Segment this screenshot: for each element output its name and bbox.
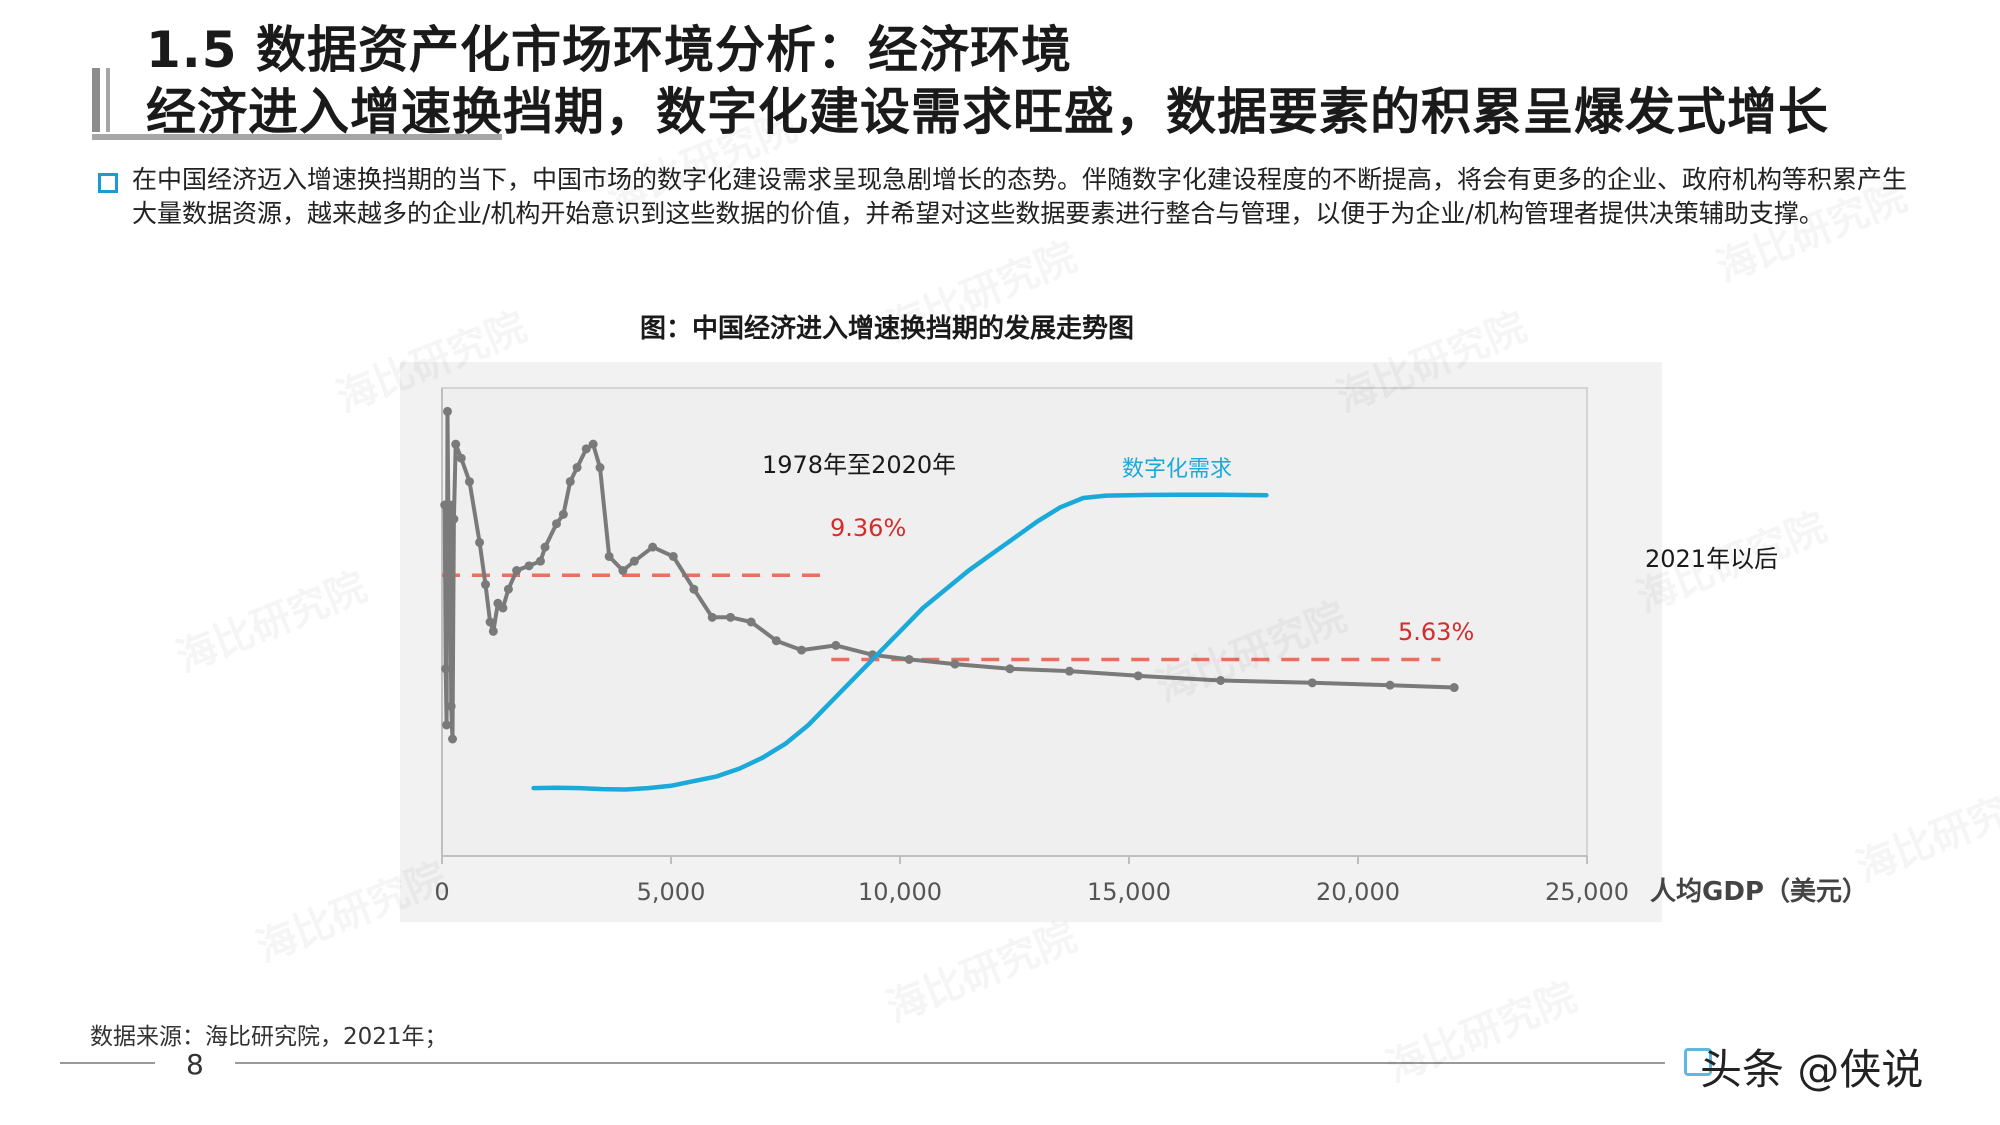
gdp-growth-point	[451, 439, 461, 449]
gdp-growth-point	[746, 617, 756, 627]
gdp-growth-point	[1449, 683, 1459, 693]
gdp-growth-point	[524, 561, 534, 571]
watermark: 海比研究院	[1376, 965, 1583, 1094]
chart-title: 图：中国经济进入增速换挡期的发展走势图	[640, 314, 1135, 344]
bullet-square-icon	[98, 173, 118, 193]
gdp-growth-point	[445, 500, 455, 510]
gdp-growth-point	[512, 566, 522, 576]
gdp-growth-point	[558, 509, 568, 519]
gdp-growth-point	[629, 556, 639, 566]
watermark: 海比研究院	[166, 555, 373, 684]
annotation-period-2: 2021年以后	[1645, 545, 1778, 573]
chart-container: 05,00010,00015,00020,00025,000人均GDP（美元）G…	[373, 310, 1900, 934]
gdp-growth-point	[797, 645, 807, 655]
page-title: 1.5 数据资产化市场环境分析：经济环境	[146, 21, 1072, 79]
x-tick-label: 10,000	[858, 878, 942, 906]
chart-svg: 05,00010,00015,00020,00025,000人均GDP（美元）G…	[373, 362, 1868, 922]
title-decoration	[92, 68, 100, 132]
gdp-growth-point	[1307, 678, 1317, 688]
annotation-rate-1: 9.36%	[830, 514, 906, 542]
x-tick-label: 0	[434, 878, 449, 906]
gdp-growth-point	[552, 519, 561, 529]
gdp-growth-point	[442, 720, 452, 730]
credit-label: 头条 @侠说	[1700, 1045, 1924, 1094]
x-tick-label: 15,000	[1087, 878, 1171, 906]
gdp-growth-point	[1005, 664, 1015, 674]
footer-divider-right	[235, 1062, 1665, 1064]
gdp-growth-point	[441, 664, 451, 674]
gdp-growth-point	[771, 636, 781, 646]
gdp-growth-point	[689, 584, 699, 594]
x-axis-label: 人均GDP（美元）	[1650, 876, 1868, 907]
gdp-growth-point	[831, 640, 841, 650]
page-number: 8	[186, 1048, 204, 1081]
gdp-growth-point	[707, 612, 717, 622]
gdp-growth-point	[535, 556, 545, 566]
gdp-growth-point	[572, 463, 582, 473]
gdp-growth-point	[950, 659, 960, 669]
gdp-growth-point	[442, 406, 452, 416]
gdp-growth-point	[475, 537, 485, 547]
gdp-growth-point	[581, 444, 591, 454]
gdp-growth-point	[1216, 676, 1226, 685]
gdp-growth-point	[1064, 666, 1074, 676]
gdp-growth-point	[595, 463, 605, 473]
annotation-rate-2: 5.63%	[1398, 618, 1474, 646]
gdp-growth-point	[618, 566, 628, 576]
x-tick-label: 5,000	[637, 878, 706, 906]
gdp-growth-point	[726, 612, 736, 622]
gdp-growth-point	[604, 551, 614, 561]
gdp-growth-point	[464, 477, 474, 487]
gdp-growth-point	[588, 439, 598, 449]
gdp-growth-point	[565, 477, 575, 487]
gdp-growth-point	[503, 584, 513, 594]
credit-logo-icon	[1684, 1048, 1712, 1076]
gdp-growth-point	[1385, 680, 1395, 690]
gdp-growth-point	[444, 580, 454, 590]
gdp-growth-point	[485, 617, 495, 627]
gdp-growth-point	[449, 514, 459, 524]
gdp-growth-point	[488, 626, 498, 636]
gdp-growth-point	[446, 701, 456, 711]
title-underline	[92, 134, 502, 140]
gdp-growth-point	[456, 453, 466, 463]
gdp-growth-point	[648, 542, 658, 552]
x-tick-label: 25,000	[1545, 878, 1629, 906]
gdp-growth-point	[448, 734, 458, 744]
annotation-period-1: 1978年至2020年	[762, 451, 956, 479]
gdp-growth-point	[498, 603, 508, 613]
data-source: 数据来源：海比研究院，2021年；	[90, 1024, 448, 1050]
gdp-growth-point	[1133, 671, 1143, 681]
gdp-growth-point	[481, 580, 491, 590]
annotation-digital-demand: 数字化需求	[1122, 457, 1232, 482]
body-paragraph: 在中国经济迈入增速换挡期的当下，中国市场的数字化建设需求呈现急剧增长的态势。伴随…	[132, 165, 1908, 228]
page-subtitle: 经济进入增速换挡期，数字化建设需求旺盛，数据要素的积累呈爆发式增长	[146, 83, 1829, 141]
digital-demand-line	[531, 492, 1269, 792]
x-tick-label: 20,000	[1316, 878, 1400, 906]
gdp-growth-point	[668, 551, 678, 561]
title-decoration-inner	[106, 68, 110, 132]
gdp-growth-point	[904, 654, 914, 664]
footer-divider-left	[60, 1062, 155, 1064]
gdp-growth-point	[540, 542, 550, 552]
